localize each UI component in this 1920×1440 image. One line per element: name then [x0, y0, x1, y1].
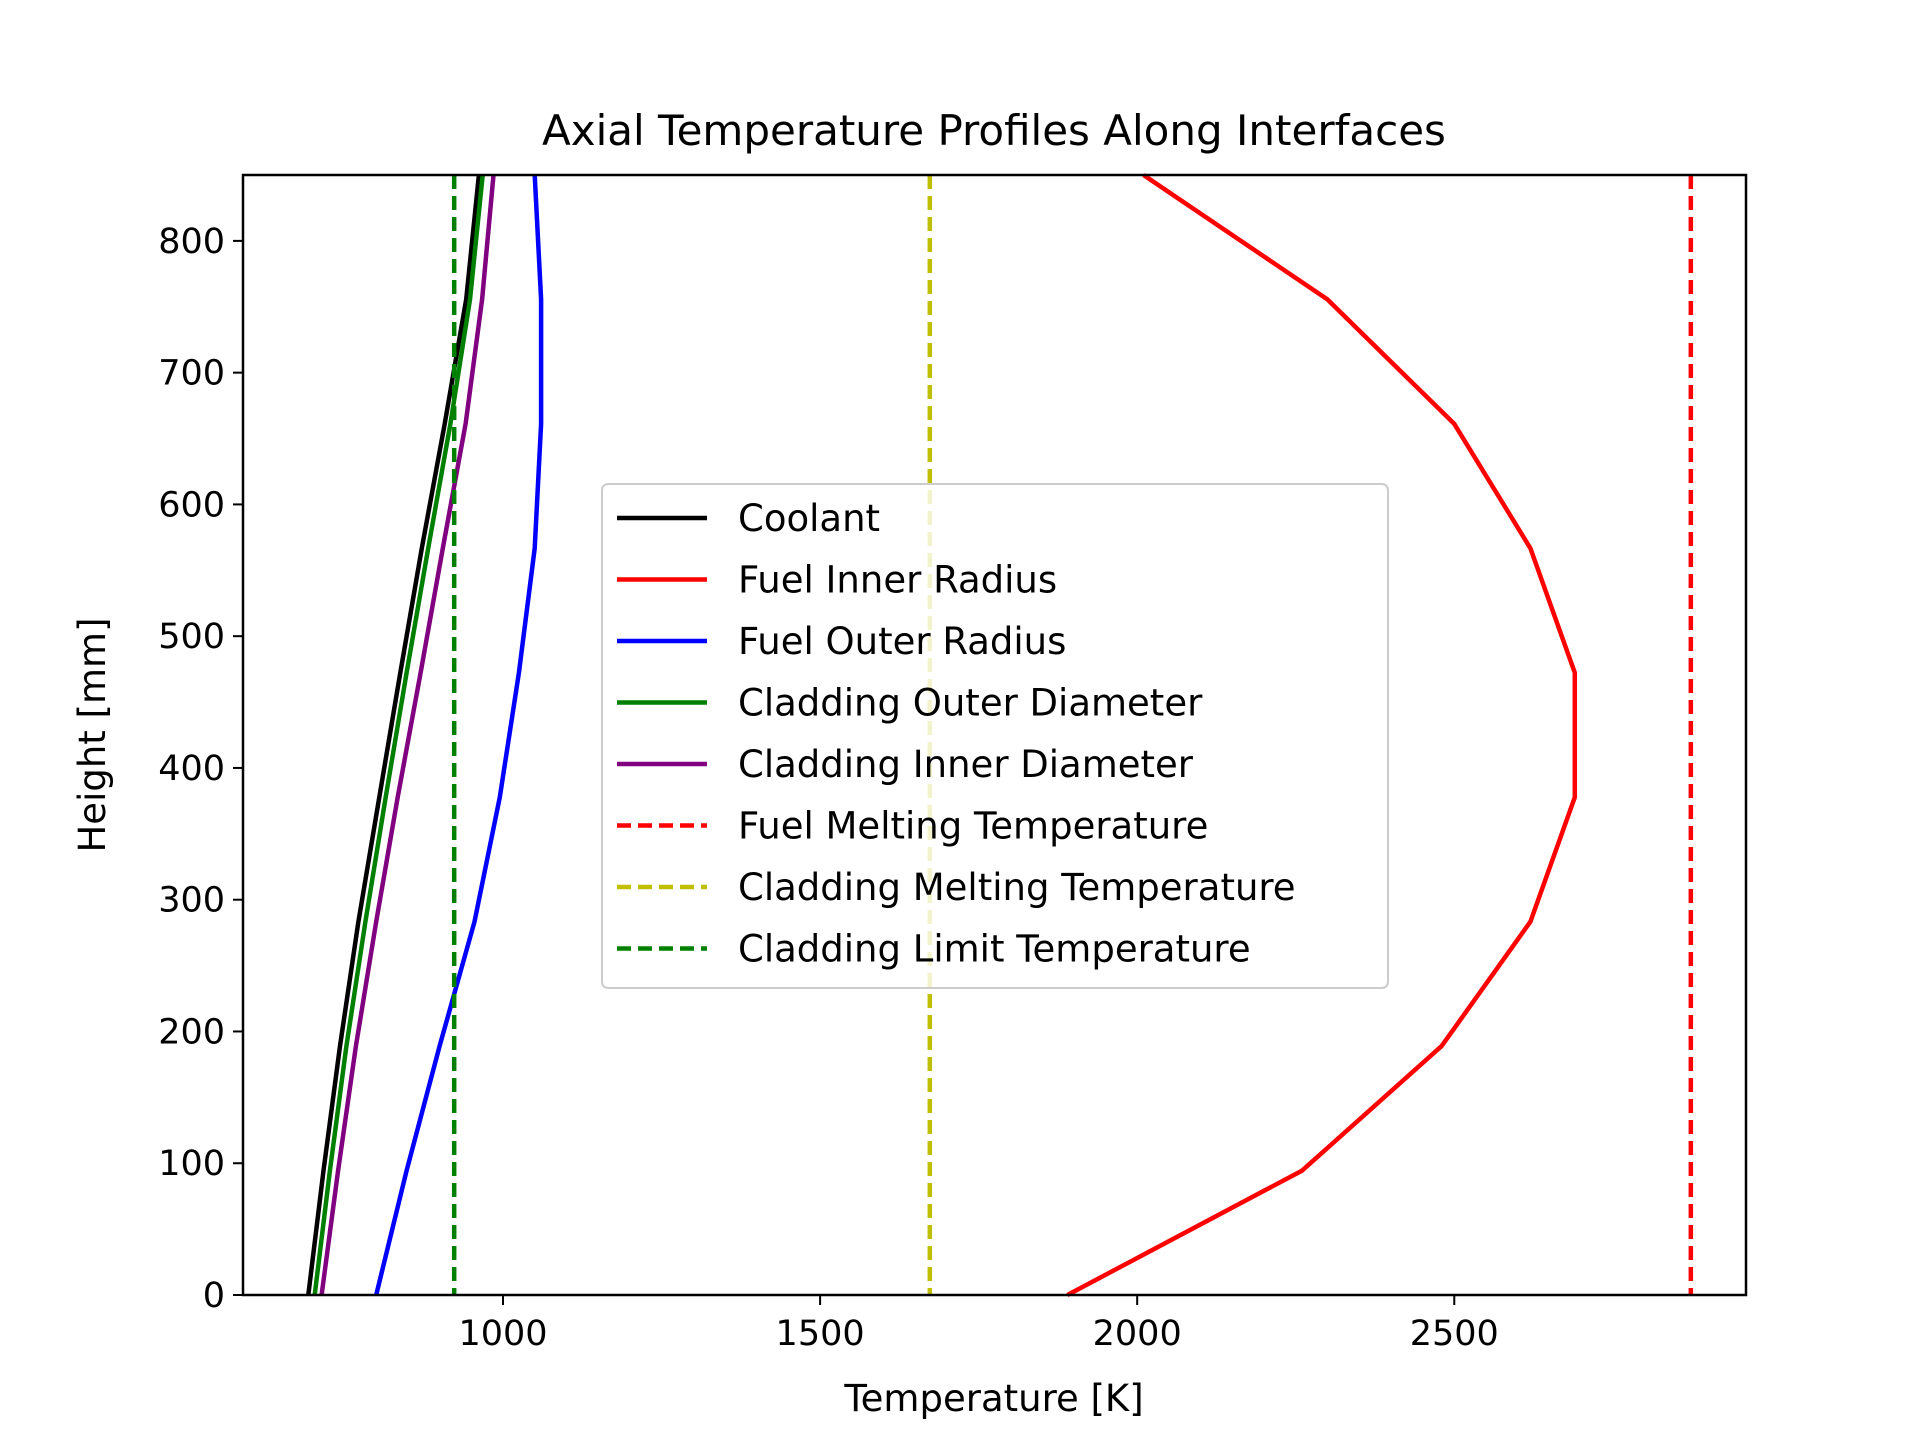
- legend-label-cladding-inner-diameter: Cladding Inner Diameter: [738, 743, 1194, 786]
- y-tick-label: 200: [158, 1012, 225, 1052]
- x-tick-label: 2500: [1410, 1314, 1499, 1354]
- series-line-coolant: [306, 174, 482, 1296]
- x-axis-label: Temperature [K]: [843, 1377, 1143, 1420]
- y-tick-label: 0: [203, 1276, 225, 1316]
- y-axis-ticks: 0 100 200 300 400 500 600 700 800: [158, 222, 243, 1316]
- y-tick-label: 500: [158, 617, 225, 657]
- series-layer: [306, 173, 1694, 1297]
- x-tick-label: 2000: [1093, 1314, 1182, 1354]
- legend-label-fuel-melting-temperature: Fuel Melting Temperature: [738, 805, 1208, 848]
- x-tick-label: 1000: [458, 1314, 547, 1354]
- legend-box: [601, 483, 1389, 989]
- y-tick-label: 700: [158, 354, 225, 394]
- legend-label-cladding-melting-temperature: Cladding Melting Temperature: [738, 866, 1296, 909]
- legend-label-coolant: Coolant: [738, 497, 880, 540]
- legend: Coolant Fuel Inner Radius Fuel Outer Radiu…: [601, 483, 1389, 989]
- legend-label-fuel-outer-radius: Fuel Outer Radius: [738, 620, 1066, 663]
- y-tick-label: 600: [158, 485, 225, 525]
- series-line-fuel-inner-radius: [1066, 173, 1578, 1297]
- y-tick-label: 400: [158, 749, 225, 789]
- x-tick-label: 1500: [776, 1314, 865, 1354]
- plot-frame: [241, 173, 1748, 1297]
- legend-label-cladding-outer-diameter: Cladding Outer Diameter: [738, 682, 1203, 725]
- series-line-cladding-inner-diameter: [319, 174, 496, 1296]
- y-axis-label: Height [mm]: [71, 617, 114, 852]
- y-tick-label: 800: [158, 222, 225, 262]
- chart-title: Axial Temperature Profiles Along Interfa…: [542, 106, 1446, 155]
- legend-label-fuel-inner-radius: Fuel Inner Radius: [738, 559, 1057, 602]
- x-axis-ticks: 1000 1500 2000 2500: [458, 1295, 1499, 1354]
- series-line-cladding-outer-diameter: [312, 174, 485, 1296]
- series-line-fuel-outer-radius: [374, 174, 544, 1296]
- y-tick-label: 300: [158, 881, 225, 921]
- y-tick-label: 100: [158, 1144, 225, 1184]
- legend-label-cladding-limit-temperature: Cladding Limit Temperature: [738, 928, 1251, 971]
